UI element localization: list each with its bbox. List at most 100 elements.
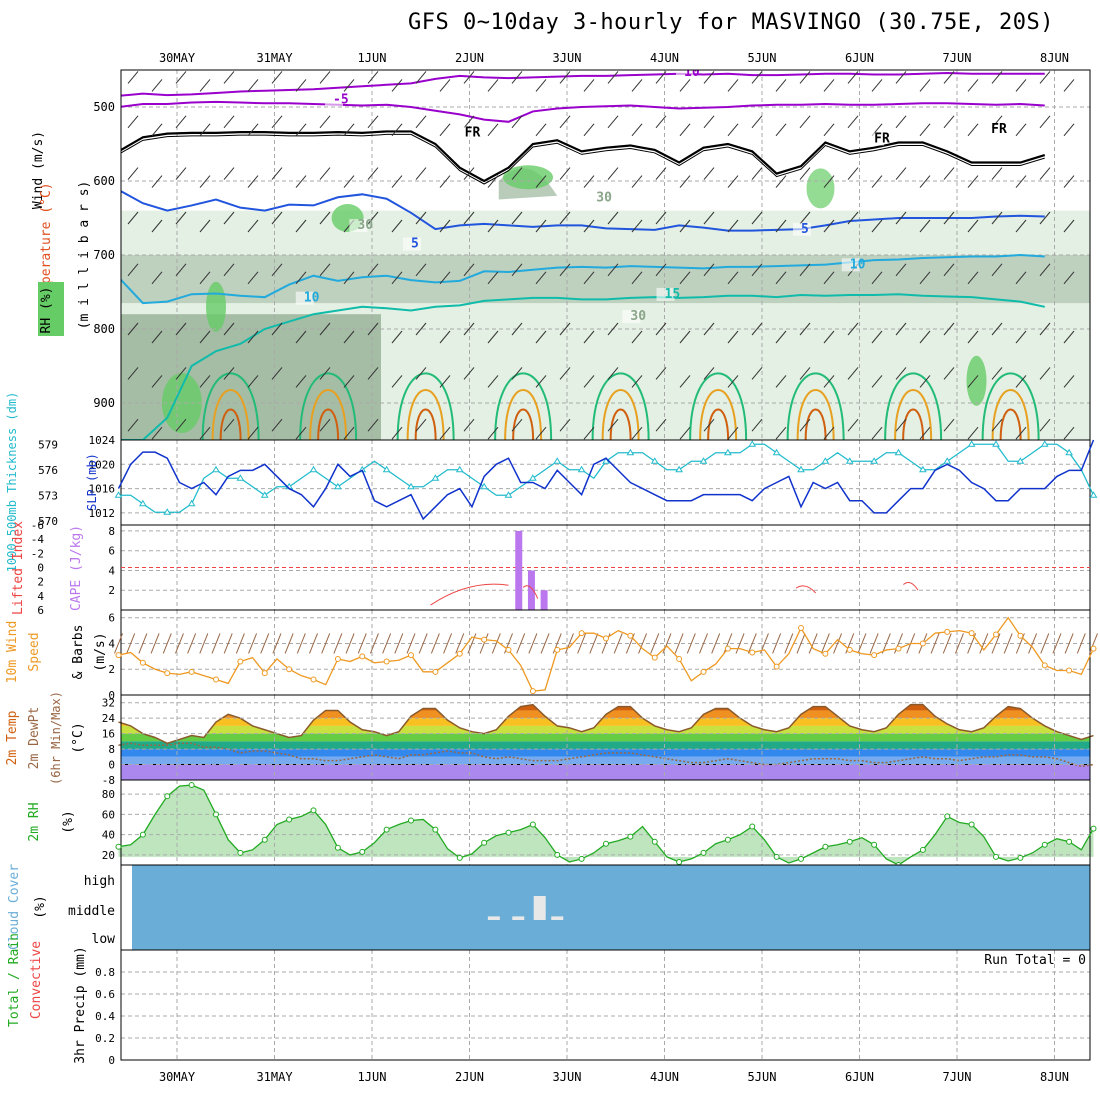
surface-isotherm [999,408,1022,440]
wind-speed-marker [1066,667,1073,674]
wind-barb [799,263,811,277]
precip-axis-label: 3hr Precip (mm) [73,946,88,1063]
label-bg [456,126,475,140]
wind-barb [775,123,787,137]
wind-barb [343,330,355,344]
wind-barb-10m [260,633,270,654]
label-bg [983,122,1002,136]
thickness-marker [675,465,684,473]
wind-barb [1015,426,1027,440]
wind-tick-label: 0 [108,689,115,702]
wind-barb-10m [942,633,952,654]
wind-speed-marker [603,635,609,642]
wind-barb [367,211,379,225]
wind-barb [535,330,547,344]
rh-marker [529,821,536,828]
rh-marker [700,849,707,856]
rh-moist-cell [161,373,202,433]
cape-axis-label: CAPE (J/kg) [69,525,84,611]
rh-marker [724,836,731,843]
wind-speed-marker [676,655,683,662]
wind-barb-10m [467,633,477,654]
wind-barb-10m [174,633,184,654]
cloud-bar [551,916,564,920]
wind-speed-marker [627,632,634,639]
wind-barb-10m [418,633,428,654]
wind-barb [775,79,787,92]
surface-isotherm [414,408,437,440]
temp-axis-label-2: 2m DewPt [27,707,42,770]
thickness-marker [748,440,757,447]
thickness-marker [1065,448,1074,456]
wind-speed-marker [1017,632,1024,639]
wind-barb [415,211,427,225]
cape-bar [540,590,548,610]
wind-speed-marker [578,630,585,637]
wind-barb [511,71,523,84]
surface-isotherm [894,389,933,440]
wind-barb [823,79,835,92]
wind-barb-10m [735,633,745,654]
wind-barb [463,367,475,380]
wind-speed-marker [749,649,756,656]
wind-speed-marker [334,655,341,662]
wind-barb [655,367,667,380]
wind-barb [1063,426,1075,440]
wind-barb [127,263,139,277]
temp-axis-label-4: (°C) [71,722,86,753]
wind-barb-10m [333,633,343,654]
cape-tick-label: 4 [108,564,115,577]
wind-barb-10m [613,633,623,654]
wind-barb [1039,322,1051,336]
wind-barb [703,211,715,225]
wind-barb [415,71,427,84]
surface-isotherm [211,389,250,440]
wind-barb [223,115,235,129]
wind-barb-10m [638,633,648,654]
date-label-bottom: 30MAY [159,1070,196,1084]
wind-barb-10m [662,633,672,654]
wind-barb-10m [248,633,258,654]
wind-barb [631,330,643,344]
wind-barb [415,167,427,180]
wind-barb-10m [857,633,867,654]
wind-barb-10m [491,633,501,654]
rh-marker [798,855,804,862]
thickness-marker [163,508,172,515]
wind-barb [583,426,595,440]
wind-barb [511,263,523,277]
wind-barb [727,426,739,440]
wind-barb [775,330,787,344]
rh-marker [139,831,146,838]
wind-barb [703,322,715,336]
wind-speed-marker [724,645,731,652]
temp-tick-label: 0 [108,759,115,772]
wind-barb [367,71,379,84]
wind-barb [1015,219,1027,233]
date-label-top: 30MAY [159,51,196,65]
wind-barb [487,175,499,188]
rh-marker [822,843,829,850]
wind-speed-marker [700,668,707,675]
lifted-axis-label: Lifted Index [11,521,26,615]
wind-barb [775,375,787,388]
wind-axis-label-3: & Barbs [71,625,86,680]
thickness-marker [382,465,391,473]
wind-barb-10m [211,633,221,654]
wind-barb [319,211,331,225]
wind-barb [1063,219,1075,233]
wind-barb [343,426,355,440]
thickness-marker [626,448,635,456]
wind-barb-10m [114,633,123,654]
rh-marker [1066,838,1073,845]
thickness-tick-label: 573 [38,489,58,502]
wind-barb [847,71,859,84]
slp-tick-label: 1016 [89,483,116,496]
wind-barb [607,263,619,277]
wind-barb-10m [772,633,782,654]
wind-barb [151,219,163,233]
wind-barb-10m [321,633,331,654]
wind-barb-10m [382,633,392,654]
wind-barb [199,79,211,92]
cape-tick-label: 6 [108,545,115,558]
